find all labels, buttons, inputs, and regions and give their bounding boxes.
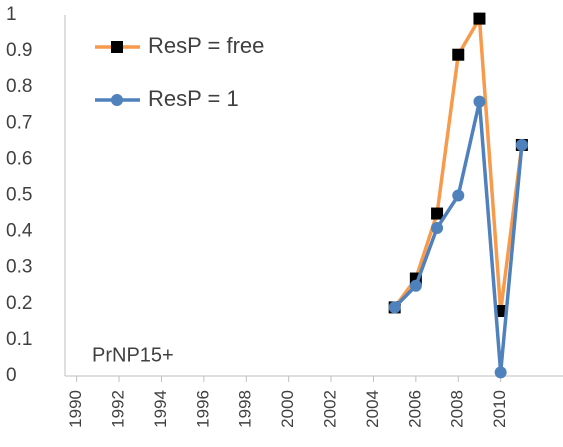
marker [515, 138, 528, 151]
x-tick-label: 2000 [278, 390, 297, 428]
x-tick-label: 1996 [193, 390, 212, 428]
x-tick-label: 2010 [490, 390, 509, 428]
marker [452, 48, 465, 61]
x-tick-label: 1998 [236, 390, 255, 428]
marker [473, 12, 486, 25]
marker [111, 41, 123, 53]
y-tick-label: 0.3 [6, 257, 32, 278]
marker [111, 94, 123, 106]
y-tick-label: 0.2 [6, 293, 32, 314]
y-tick-label: 0.6 [6, 148, 32, 169]
series-line [393, 16, 524, 313]
marker [388, 301, 401, 314]
marker [409, 279, 422, 292]
marker [494, 366, 507, 379]
y-tick-label: 0.7 [6, 112, 32, 133]
x-tick-label: 1992 [109, 390, 128, 428]
marker [473, 95, 486, 108]
y-tick-label: 0.9 [6, 40, 32, 61]
x-tick-label: 2004 [363, 390, 382, 428]
y-tick-label: 1 [6, 4, 17, 25]
x-tick-label: 2006 [405, 390, 424, 428]
x-tick-label: 2008 [448, 390, 467, 428]
y-tick-label: 0.8 [6, 76, 32, 97]
marker [431, 221, 444, 234]
marker [431, 207, 444, 220]
x-tick-label: 2002 [321, 390, 340, 428]
legend-label: ResP = 1 [148, 86, 239, 111]
y-tick-label: 0 [6, 365, 17, 386]
marker [452, 189, 465, 202]
x-tick-label: 1994 [151, 390, 170, 428]
legend-label: ResP = free [148, 33, 264, 58]
x-tick-label: 1990 [66, 390, 85, 428]
y-tick-label: 0.4 [6, 221, 33, 242]
y-tick-label: 0.1 [6, 329, 32, 350]
annotation: PrNP15+ [92, 344, 174, 366]
series-line [393, 99, 524, 375]
y-tick-label: 0.5 [6, 185, 32, 206]
